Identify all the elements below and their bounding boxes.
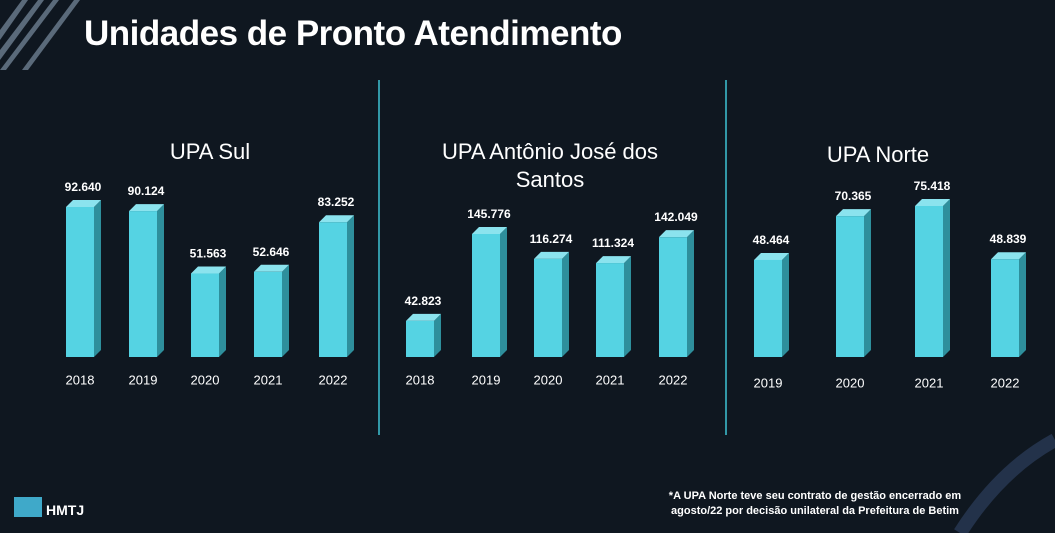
bar-side — [94, 200, 101, 357]
bar-front — [129, 211, 157, 357]
bar-top — [472, 227, 507, 234]
bar — [836, 209, 871, 357]
bar-side — [157, 204, 164, 357]
value-label: 48.464 — [753, 233, 790, 247]
bar — [596, 256, 631, 357]
bar-top — [319, 215, 354, 223]
bar-side — [943, 199, 950, 357]
bar-front — [254, 271, 282, 357]
bar-side — [434, 313, 441, 357]
x-tick-label: 2020 — [534, 372, 563, 387]
bar-front — [319, 222, 347, 357]
value-label: 48.839 — [990, 232, 1027, 246]
bar — [534, 251, 569, 357]
bar — [66, 200, 101, 357]
x-tick-label: 2020 — [836, 375, 865, 390]
bar-side — [687, 230, 694, 357]
bar-top — [659, 230, 694, 238]
bar-front — [472, 234, 500, 357]
bar-top — [66, 200, 101, 207]
bar-top — [534, 251, 569, 259]
chart-title: UPA Norte — [826, 142, 930, 167]
x-tick-label: 2019 — [472, 372, 501, 387]
x-tick-label: 2022 — [991, 375, 1020, 390]
bar-side — [1019, 252, 1026, 357]
bar-top — [915, 199, 950, 206]
bar-front — [915, 206, 943, 357]
bar-side — [864, 209, 871, 357]
x-tick-label: 2020 — [191, 372, 220, 387]
value-label: 83.252 — [318, 195, 355, 209]
bar — [659, 230, 694, 357]
decor-arc — [954, 433, 1055, 533]
x-tick-label: 2022 — [319, 372, 348, 387]
footnote-line: *A UPA Norte teve seu contrato de gestão… — [668, 490, 962, 502]
x-tick-label: 2022 — [659, 372, 688, 387]
corner-stripes — [0, 0, 80, 70]
bar — [129, 204, 164, 357]
bar-top — [596, 256, 631, 264]
footnote-line: agosto/22 por decisão unilateral da Pref… — [671, 505, 959, 517]
bar-top — [129, 204, 164, 212]
bar-side — [562, 251, 569, 357]
bar-front — [191, 273, 219, 357]
value-label: 111.324 — [592, 236, 634, 250]
chart-title: UPA Sul — [169, 139, 251, 164]
bar-side — [347, 215, 354, 357]
bar-top — [836, 209, 871, 217]
footnote: *A UPA Norte teve seu contrato de gestão… — [585, 489, 1045, 519]
chart-title: UPA Antônio José dos Santos — [441, 139, 659, 192]
bar-front — [534, 258, 562, 357]
bar — [191, 266, 226, 357]
bar-front — [659, 237, 687, 357]
value-label: 142.049 — [654, 210, 698, 224]
value-label: 52.646 — [253, 245, 290, 259]
bar — [915, 199, 950, 357]
x-tick-label: 2019 — [754, 375, 783, 390]
value-label: 90.124 — [128, 184, 165, 198]
bar — [754, 252, 789, 357]
x-tick-label: 2021 — [254, 372, 283, 387]
bar-side — [782, 252, 789, 357]
value-label: 145.776 — [467, 207, 511, 221]
bar-side — [282, 264, 289, 357]
x-tick-label: 2021 — [596, 372, 625, 387]
bar — [254, 264, 289, 357]
x-tick-label: 2021 — [915, 375, 944, 390]
bar — [472, 227, 507, 357]
bar-side — [500, 227, 507, 357]
value-label: 42.823 — [405, 294, 442, 308]
value-label: 51.563 — [190, 247, 227, 261]
bar-top — [991, 252, 1026, 260]
bar-front — [596, 263, 624, 357]
bar-top — [254, 264, 289, 272]
bar — [991, 252, 1026, 357]
bar-side — [624, 256, 631, 357]
bar-top — [406, 313, 441, 321]
slide-title: Unidades de Pronto Atendimento — [84, 14, 622, 53]
bar-side — [219, 266, 226, 357]
value-label: 75.418 — [914, 179, 951, 193]
bar-top — [754, 252, 789, 260]
x-tick-label: 2018 — [66, 372, 95, 387]
bar-front — [406, 320, 434, 357]
bar-front — [991, 259, 1019, 357]
x-tick-label: 2018 — [406, 372, 435, 387]
logo-text: HMTJ — [46, 502, 85, 518]
bar — [406, 313, 441, 357]
bar-top — [191, 266, 226, 274]
x-tick-label: 2019 — [129, 372, 158, 387]
bar — [319, 215, 354, 357]
logo-icon — [14, 497, 42, 517]
bar-front — [66, 207, 94, 357]
bar-front — [754, 259, 782, 357]
value-label: 70.365 — [835, 189, 872, 203]
value-label: 92.640 — [65, 180, 102, 194]
value-label: 116.274 — [530, 232, 573, 246]
bar-front — [836, 216, 864, 357]
